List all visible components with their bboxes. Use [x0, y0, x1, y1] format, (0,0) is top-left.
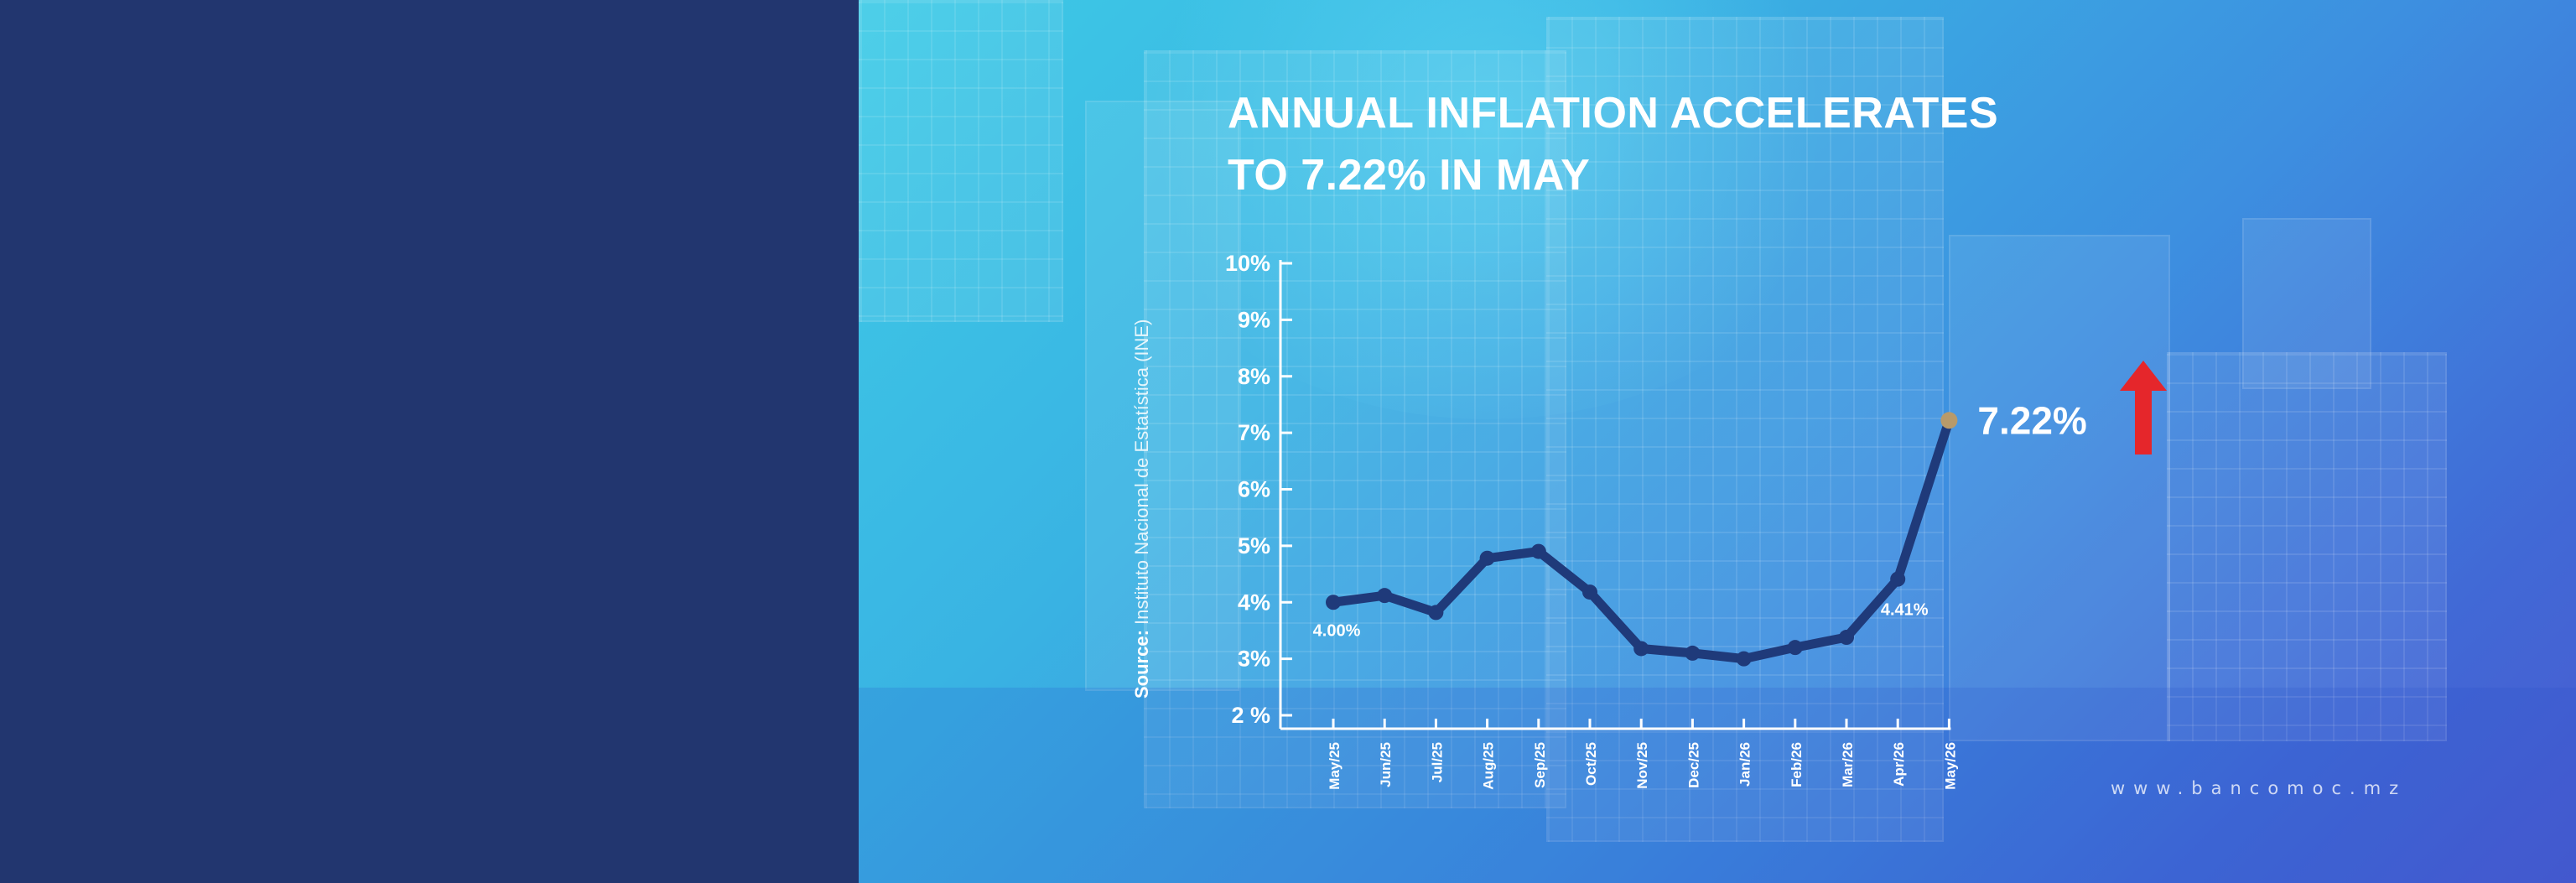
y-tick-label: 4% [1238, 590, 1270, 615]
y-tick-label: 6% [1238, 477, 1270, 502]
x-tick-label: Sep/25 [1532, 742, 1548, 788]
city-photo-background [859, 0, 2576, 883]
x-tick-label: Jul/25 [1429, 742, 1445, 782]
data-labels: 4.00% 4.41% 7.22% [1313, 398, 2087, 640]
x-axis: May/25 Jun/25 Jul/25 Aug/25 Sep/25 Oct/25 Nov/… [1280, 719, 1958, 790]
up-arrow-icon [2120, 361, 2167, 454]
x-tick-label: Nov/25 [1634, 742, 1650, 789]
title-line-2: TO 7.22% IN MAY [1228, 151, 1591, 200]
data-point [1377, 588, 1393, 604]
x-tick-label: Dec/25 [1685, 742, 1701, 788]
data-point [1428, 605, 1444, 621]
x-tick-label: Jun/25 [1378, 742, 1394, 787]
x-tick-label: May/25 [1327, 742, 1343, 790]
y-tick-label: 9% [1238, 307, 1270, 332]
x-tick-label: Feb/26 [1789, 742, 1805, 787]
left-panel [0, 0, 859, 883]
data-point [1685, 645, 1701, 661]
x-tick-label: Aug/25 [1481, 742, 1497, 790]
data-point [1736, 651, 1752, 667]
y-tick-label: 8% [1238, 364, 1270, 389]
x-tick-label: Jan/26 [1737, 742, 1753, 787]
data-point [1839, 630, 1854, 646]
data-point-highlight [1940, 412, 1958, 429]
data-label: 4.00% [1313, 621, 1361, 640]
series-line [1328, 415, 1954, 664]
data-label: 7.22% [1977, 398, 2086, 442]
chart-title: ANNUAL INFLATION ACCELERATES TO 7.22% IN… [1228, 82, 2066, 206]
y-axis: 2 % 3% 4% 5% 6% 7% 8% 9% 10% [1225, 251, 1292, 729]
data-point [1479, 550, 1495, 566]
y-tick-label: 3% [1238, 647, 1270, 672]
website-url: www.bancomoc.mz [2111, 778, 2407, 798]
series [1326, 412, 1958, 667]
data-point [1530, 543, 1546, 559]
x-tick-label: Mar/26 [1840, 742, 1856, 787]
data-point [1326, 595, 1341, 610]
y-tick-label: 2 % [1231, 703, 1270, 728]
data-point [1787, 640, 1803, 656]
x-tick-label: Oct/25 [1583, 742, 1599, 786]
x-tick-label: Apr/26 [1891, 742, 1907, 787]
title-line-1: ANNUAL INFLATION ACCELERATES [1228, 89, 1999, 138]
data-label: 4.41% [1881, 601, 1929, 620]
data-point [1890, 571, 1906, 587]
y-tick-label: 5% [1238, 533, 1270, 558]
data-point [1582, 584, 1597, 600]
data-point [1633, 641, 1649, 657]
y-tick-label: 10% [1225, 251, 1270, 276]
y-tick-label: 7% [1238, 420, 1270, 445]
x-tick-label: May/26 [1942, 742, 1958, 790]
